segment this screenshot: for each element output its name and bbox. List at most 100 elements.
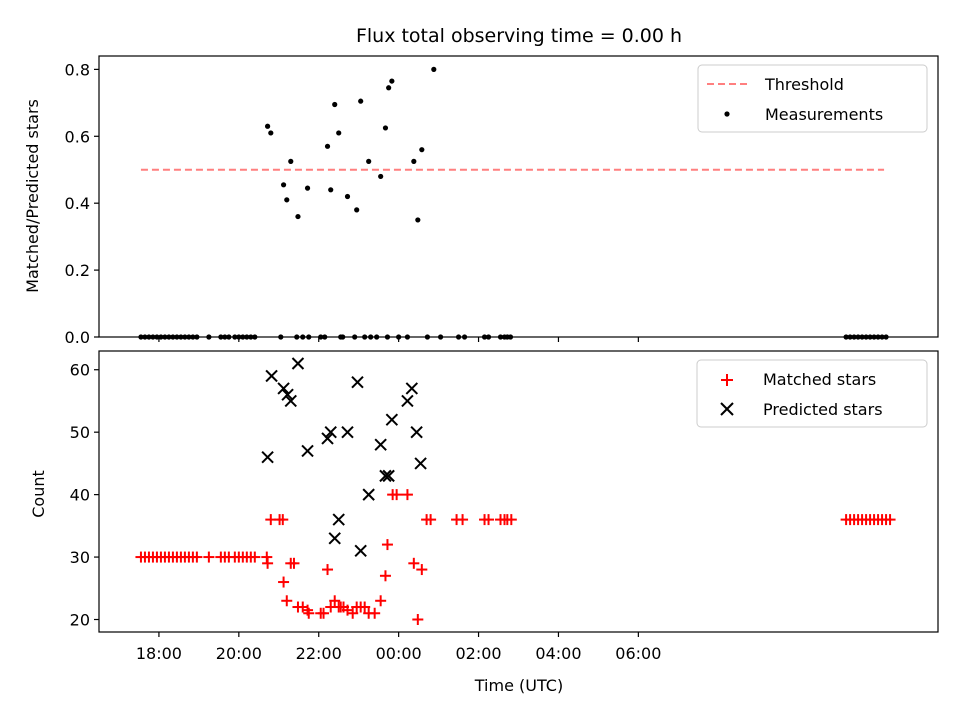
matched-star-point [381, 539, 393, 551]
measurement-point [344, 193, 351, 200]
matched-star-point [277, 514, 289, 526]
top-y-tick-label: 0.4 [65, 194, 90, 213]
measurement-point [324, 143, 331, 149]
predicted-star-point [281, 388, 294, 401]
predicted-star-point [341, 425, 354, 439]
measurement-point [336, 130, 342, 136]
bottom-y-tick-label: 40 [70, 486, 90, 505]
matched-star-point [322, 564, 334, 576]
legend-predicted-label: Predicted stars [763, 400, 883, 419]
bottom-data-marks [135, 357, 896, 626]
bottom-legend-frame [696, 359, 928, 428]
matched-star-point [359, 601, 371, 613]
matched-star-point [318, 607, 330, 619]
predicted-star-point [385, 413, 399, 426]
top-legend-frame [697, 64, 928, 133]
predicted-star-point [410, 425, 423, 439]
bottom-y-tick-label: 60 [70, 361, 90, 380]
measurement-point [386, 85, 392, 91]
legend-matched-label: Matched stars [763, 370, 876, 389]
matched-star-point [203, 551, 215, 563]
predicted-star-point [265, 369, 278, 383]
matched-star-point [379, 570, 391, 582]
bottom-legend: Matched stars Predicted stars [696, 359, 928, 428]
bottom-x-tick-label: 20:00 [216, 644, 262, 663]
predicted-star-point [374, 438, 387, 451]
top-y-tick-label: 0.2 [65, 261, 90, 280]
predicted-star-point [362, 488, 375, 501]
measurement-point [378, 173, 384, 180]
matched-star-point [303, 607, 315, 619]
bottom-x-tick-label: 06:00 [615, 644, 661, 663]
top-legend: Threshold Measurements [697, 64, 928, 133]
measurement-point [382, 125, 389, 131]
measurement-point [295, 213, 301, 220]
measurement-point [304, 185, 311, 191]
matched-star-point [262, 557, 274, 569]
measurement-point [288, 158, 294, 164]
predicted-star-point [284, 394, 297, 408]
measurement-point [366, 158, 372, 164]
predicted-star-point [321, 432, 334, 445]
predicted-star-point [382, 469, 395, 483]
top-y-tick-label: 0.8 [65, 60, 90, 79]
matched-star-point [483, 514, 495, 526]
top-y-ticks: 0.0 0.2 0.4 0.6 0.8 [65, 60, 99, 347]
matched-star-point [329, 595, 341, 607]
top-y-tick-label: 0.6 [65, 127, 90, 146]
predicted-star-point [328, 532, 341, 545]
bottom-x-tick-label: 02:00 [455, 644, 501, 663]
matched-star-point [416, 564, 428, 576]
predicted-star-point [324, 425, 337, 439]
bottom-x-ticks: 18:00 20:00 22:00 00:00 02:00 04:00 06:00 [136, 632, 661, 663]
legend-measurements-marker [724, 111, 730, 117]
matched-star-point [288, 557, 300, 569]
matched-star-point [425, 514, 437, 526]
matched-star-point [884, 514, 896, 526]
predicted-star-point [414, 457, 427, 470]
measurement-point [411, 158, 417, 164]
matched-star-point [412, 614, 424, 626]
bottom-plot-frame [98, 350, 939, 633]
predicted-star-point [354, 544, 367, 558]
measurement-point [284, 197, 290, 203]
bottom-panel: 20 30 40 50 60 18:00 20:00 22:00 00:00 02:00 04:0… [29, 350, 939, 695]
measurement-point [358, 98, 364, 104]
matched-star-point [391, 489, 403, 501]
legend-matched-marker [721, 374, 733, 386]
matched-star-point [281, 595, 293, 607]
predicted-star-point [401, 394, 414, 408]
predicted-star-point [301, 444, 314, 458]
top-y-tick-label: 0.0 [65, 328, 90, 347]
bottom-y-tick-label: 50 [70, 423, 90, 442]
chart-title: Flux total observing time = 0.00 h [356, 25, 682, 47]
predicted-star-point [379, 469, 392, 483]
top-plot-frame [98, 55, 939, 338]
measurement-point [264, 123, 271, 129]
top-y-axis-label: Matched/Predicted stars [23, 99, 42, 293]
predicted-star-point [277, 382, 290, 395]
bottom-x-tick-label: 04:00 [535, 644, 581, 663]
matched-star-point [505, 514, 517, 526]
legend-measurements-label: Measurements [765, 105, 883, 124]
top-x-ticks [158, 337, 639, 342]
top-data-marks [138, 66, 889, 340]
predicted-star-point [332, 513, 345, 526]
predicted-star-point [261, 450, 274, 464]
legend-predicted-marker [720, 402, 734, 416]
top-panel: 0.00.20.40.60.8 Matched/Predicted stars … [23, 55, 939, 347]
predicted-star-point [351, 376, 364, 389]
matched-star-point [408, 557, 420, 569]
bottom-y-axis-label: Count [29, 470, 48, 518]
matched-star-point [249, 551, 261, 563]
predicted-star-point [405, 382, 419, 395]
measurement-point [415, 217, 421, 223]
matched-star-point [369, 607, 381, 619]
matched-star-point [278, 576, 290, 588]
bottom-x-tick-label: 22:00 [296, 644, 342, 663]
measurement-point [268, 130, 274, 136]
measurement-point [332, 101, 338, 108]
bottom-y-ticks: 20 30 40 50 60 [70, 361, 99, 630]
x-axis-label: Time (UTC) [474, 676, 563, 695]
measurement-point [389, 78, 395, 84]
